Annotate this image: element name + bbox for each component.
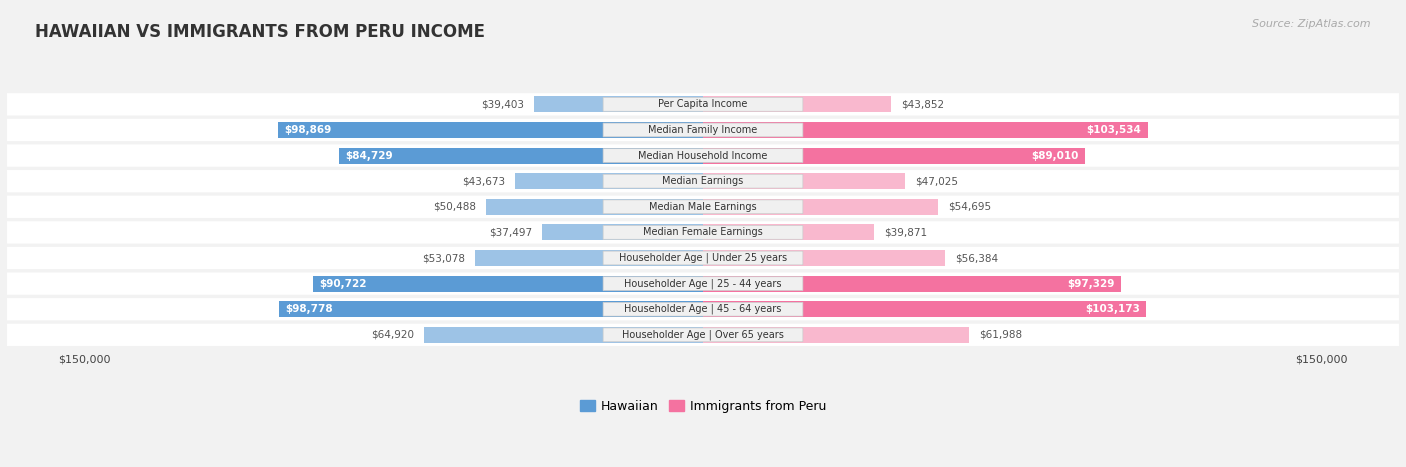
FancyBboxPatch shape bbox=[603, 226, 803, 239]
FancyBboxPatch shape bbox=[7, 324, 1399, 346]
Text: $50,488: $50,488 bbox=[433, 202, 477, 212]
Text: $98,778: $98,778 bbox=[285, 304, 333, 314]
Text: $150,000: $150,000 bbox=[59, 355, 111, 365]
FancyBboxPatch shape bbox=[603, 251, 803, 265]
Bar bbox=[703, 250, 945, 266]
Text: $150,000: $150,000 bbox=[1295, 355, 1347, 365]
Text: $103,173: $103,173 bbox=[1085, 304, 1140, 314]
Bar bbox=[475, 250, 703, 266]
Bar bbox=[534, 96, 703, 112]
Text: Median Female Earnings: Median Female Earnings bbox=[643, 227, 763, 237]
FancyBboxPatch shape bbox=[603, 98, 803, 111]
Bar bbox=[703, 301, 1146, 317]
Text: Median Male Earnings: Median Male Earnings bbox=[650, 202, 756, 212]
Text: $43,852: $43,852 bbox=[901, 99, 945, 109]
FancyBboxPatch shape bbox=[7, 221, 1399, 243]
Text: Per Capita Income: Per Capita Income bbox=[658, 99, 748, 109]
Text: Median Family Income: Median Family Income bbox=[648, 125, 758, 135]
Text: Median Household Income: Median Household Income bbox=[638, 150, 768, 161]
Text: $90,722: $90,722 bbox=[319, 279, 367, 289]
FancyBboxPatch shape bbox=[603, 149, 803, 163]
Text: $98,869: $98,869 bbox=[284, 125, 332, 135]
Bar bbox=[703, 225, 875, 241]
FancyBboxPatch shape bbox=[603, 174, 803, 188]
Bar bbox=[703, 199, 938, 215]
Text: HAWAIIAN VS IMMIGRANTS FROM PERU INCOME: HAWAIIAN VS IMMIGRANTS FROM PERU INCOME bbox=[35, 23, 485, 42]
Text: Householder Age | 45 - 64 years: Householder Age | 45 - 64 years bbox=[624, 304, 782, 314]
Text: $47,025: $47,025 bbox=[915, 176, 957, 186]
Text: $64,920: $64,920 bbox=[371, 330, 415, 340]
Bar bbox=[703, 96, 891, 112]
FancyBboxPatch shape bbox=[7, 298, 1399, 320]
FancyBboxPatch shape bbox=[7, 119, 1399, 141]
Bar bbox=[314, 276, 703, 291]
FancyBboxPatch shape bbox=[7, 196, 1399, 218]
Text: Median Earnings: Median Earnings bbox=[662, 176, 744, 186]
Text: $84,729: $84,729 bbox=[346, 150, 394, 161]
FancyBboxPatch shape bbox=[7, 170, 1399, 192]
Text: $103,534: $103,534 bbox=[1087, 125, 1142, 135]
Text: Householder Age | Under 25 years: Householder Age | Under 25 years bbox=[619, 253, 787, 263]
Text: $97,329: $97,329 bbox=[1067, 279, 1115, 289]
Text: $54,695: $54,695 bbox=[948, 202, 991, 212]
FancyBboxPatch shape bbox=[7, 144, 1399, 167]
Text: Source: ZipAtlas.com: Source: ZipAtlas.com bbox=[1253, 19, 1371, 28]
Bar bbox=[278, 301, 703, 317]
Text: $39,871: $39,871 bbox=[884, 227, 927, 237]
Text: $53,078: $53,078 bbox=[422, 253, 465, 263]
FancyBboxPatch shape bbox=[7, 247, 1399, 269]
FancyBboxPatch shape bbox=[7, 272, 1399, 295]
Bar bbox=[703, 173, 905, 189]
Bar bbox=[703, 327, 969, 343]
Text: $89,010: $89,010 bbox=[1032, 150, 1078, 161]
Bar bbox=[278, 122, 703, 138]
Legend: Hawaiian, Immigrants from Peru: Hawaiian, Immigrants from Peru bbox=[575, 395, 831, 418]
FancyBboxPatch shape bbox=[603, 328, 803, 342]
Text: $39,403: $39,403 bbox=[481, 99, 524, 109]
Bar bbox=[516, 173, 703, 189]
FancyBboxPatch shape bbox=[603, 200, 803, 214]
Text: $56,384: $56,384 bbox=[955, 253, 998, 263]
Bar bbox=[703, 148, 1085, 163]
Bar bbox=[486, 199, 703, 215]
FancyBboxPatch shape bbox=[603, 302, 803, 316]
Text: Householder Age | 25 - 44 years: Householder Age | 25 - 44 years bbox=[624, 278, 782, 289]
Bar bbox=[425, 327, 703, 343]
Text: $37,497: $37,497 bbox=[489, 227, 533, 237]
Bar bbox=[703, 276, 1121, 291]
FancyBboxPatch shape bbox=[603, 277, 803, 290]
Bar bbox=[339, 148, 703, 163]
FancyBboxPatch shape bbox=[7, 93, 1399, 115]
Text: $43,673: $43,673 bbox=[463, 176, 506, 186]
Text: $61,988: $61,988 bbox=[979, 330, 1022, 340]
Text: Householder Age | Over 65 years: Householder Age | Over 65 years bbox=[621, 330, 785, 340]
Bar bbox=[541, 225, 703, 241]
Bar bbox=[703, 122, 1147, 138]
FancyBboxPatch shape bbox=[603, 123, 803, 137]
